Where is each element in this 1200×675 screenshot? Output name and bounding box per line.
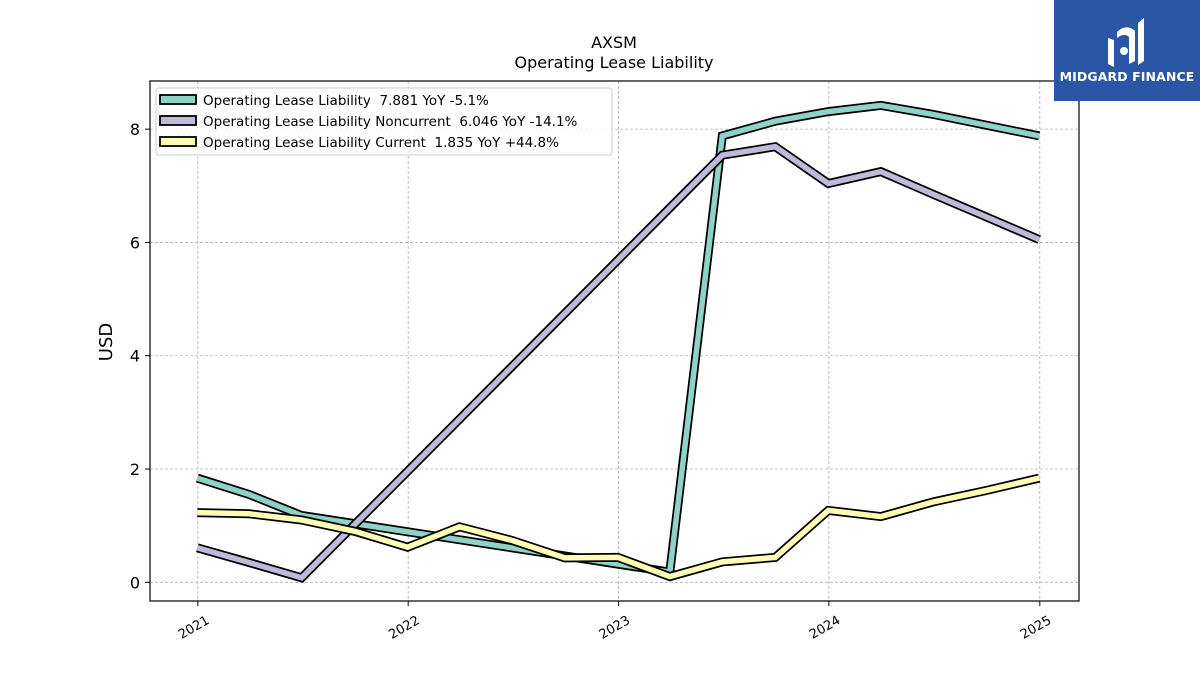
- plot-frame: [149, 80, 1080, 602]
- chart-subtitle: Operating Lease Liability: [514, 53, 713, 72]
- series-lines: [195, 100, 1041, 583]
- x-tick-label: 2024: [807, 613, 843, 643]
- legend: Operating Lease Liability 7.881 YoY -5.1…: [155, 87, 613, 156]
- grid: [150, 81, 1079, 601]
- legend-swatch: [159, 136, 197, 147]
- y-tick-label: 0: [130, 573, 140, 592]
- y-axis: 0 2 4 6 8: [130, 120, 150, 592]
- series-line: [196, 143, 1041, 581]
- x-tick-label: 2023: [597, 613, 633, 643]
- legend-swatch: [159, 115, 197, 126]
- brand-logo: MIDGARD FINANCE: [1054, 0, 1200, 101]
- legend-entry-label: Operating Lease Liability 7.881 YoY -5.1…: [203, 93, 489, 109]
- logo-mark-icon: [1108, 18, 1144, 67]
- y-axis-label: USD: [96, 323, 117, 361]
- logo-text: MIDGARD FINANCE: [1059, 69, 1195, 84]
- x-axis: 2021 2022 2023 2024 2025: [176, 601, 1054, 643]
- x-tick-label: 2025: [1018, 613, 1054, 643]
- series-line: [196, 102, 1040, 576]
- x-tick-label: 2022: [386, 613, 422, 643]
- legend-swatch: [159, 94, 197, 105]
- legend-entry-label: Operating Lease Liability Noncurrent 6.0…: [203, 114, 578, 130]
- y-tick-label: 8: [130, 120, 140, 139]
- legend-box: [155, 87, 613, 156]
- y-tick-label: 4: [130, 347, 140, 366]
- chart-title: AXSM: [591, 33, 637, 52]
- series-line: [197, 475, 1040, 580]
- y-tick-label: 6: [130, 233, 140, 252]
- legend-entry-label: Operating Lease Liability Current 1.835 …: [203, 135, 559, 151]
- x-tick-label: 2021: [176, 613, 212, 643]
- y-tick-label: 2: [130, 460, 140, 479]
